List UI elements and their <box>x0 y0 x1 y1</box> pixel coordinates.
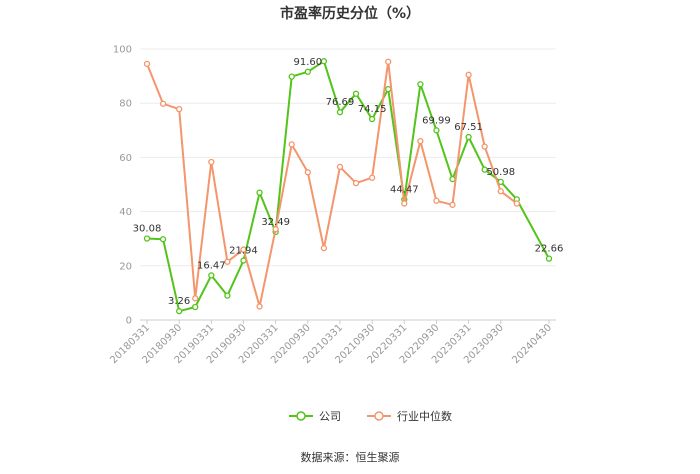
data-point <box>240 246 247 253</box>
x-axis: 2018033120180930201903312019093020200331… <box>108 320 554 366</box>
legend[interactable]: 公司 行业中位数 <box>289 409 452 423</box>
data-point <box>192 303 199 311</box>
data-label: 74.15 <box>358 104 387 115</box>
data-point <box>304 169 311 176</box>
data-point <box>352 179 360 187</box>
data-label: 76.69 <box>326 97 355 108</box>
data-point <box>417 81 424 88</box>
legend-marker <box>374 411 384 421</box>
data-label: 50.98 <box>486 167 515 178</box>
data-label: 30.08 <box>133 223 162 234</box>
data-point <box>513 200 520 207</box>
data-point <box>433 197 440 204</box>
y-tick-label: 40 <box>119 207 132 218</box>
legend-item-1[interactable]: 行业中位数 <box>367 409 452 423</box>
data-point <box>304 68 311 75</box>
y-tick-label: 60 <box>119 153 132 164</box>
data-label: 16.47 <box>197 260 226 271</box>
data-label: 91.60 <box>293 57 322 68</box>
data-point <box>176 106 183 113</box>
series-line-1 <box>146 60 518 308</box>
data-point <box>159 236 167 243</box>
data-point <box>465 71 472 78</box>
data-point <box>336 109 344 116</box>
legend-label: 公司 <box>319 410 341 423</box>
series-layer <box>143 58 553 315</box>
data-point <box>385 85 392 93</box>
data-point <box>288 141 295 148</box>
data-point <box>352 90 360 97</box>
data-label: 67.51 <box>454 122 483 133</box>
data-point <box>192 295 199 302</box>
data-point <box>433 127 440 134</box>
data-point <box>336 163 344 171</box>
data-label: 69.99 <box>422 115 451 126</box>
y-axis: 0 20 40 60 80 100 <box>113 45 132 327</box>
data-point <box>143 235 151 242</box>
data-point <box>368 115 376 123</box>
data-point <box>449 201 456 208</box>
y-tick-label: 0 <box>126 316 132 327</box>
data-point <box>481 143 488 150</box>
data-point <box>256 189 263 196</box>
data-point <box>368 174 376 181</box>
grid <box>140 48 556 321</box>
data-point <box>449 175 456 183</box>
data-point <box>401 200 408 207</box>
data-point <box>288 73 295 80</box>
data-source: 数据来源：恒生聚源 <box>301 450 400 464</box>
x-tick-label: 20240430 <box>510 322 554 366</box>
data-point <box>545 255 553 262</box>
data-point <box>320 245 328 252</box>
data-point <box>143 60 151 68</box>
data-point <box>465 133 472 141</box>
data-point <box>224 292 231 299</box>
data-point <box>417 137 424 145</box>
data-label: 44.47 <box>390 184 419 195</box>
data-point <box>272 226 279 233</box>
y-tick-label: 20 <box>119 261 132 272</box>
legend-label: 行业中位数 <box>397 409 452 423</box>
data-point <box>224 258 231 265</box>
y-tick-label: 100 <box>113 45 132 56</box>
data-label: 32.49 <box>261 217 290 228</box>
data-point <box>208 158 215 166</box>
y-tick-label: 80 <box>119 99 132 110</box>
legend-item-0[interactable]: 公司 <box>289 410 341 423</box>
data-point <box>176 308 183 315</box>
data-point <box>320 58 328 65</box>
data-label: 3.26 <box>168 296 190 307</box>
data-point <box>497 188 504 195</box>
chart-title: 市盈率历史分位（%） <box>280 5 420 22</box>
data-point <box>208 272 215 279</box>
data-point <box>481 166 488 173</box>
data-point <box>385 58 392 65</box>
data-label: 21.94 <box>229 246 258 257</box>
data-point <box>256 303 263 310</box>
data-point <box>159 100 167 107</box>
legend-marker <box>296 411 306 421</box>
data-label: 22.66 <box>535 244 564 255</box>
